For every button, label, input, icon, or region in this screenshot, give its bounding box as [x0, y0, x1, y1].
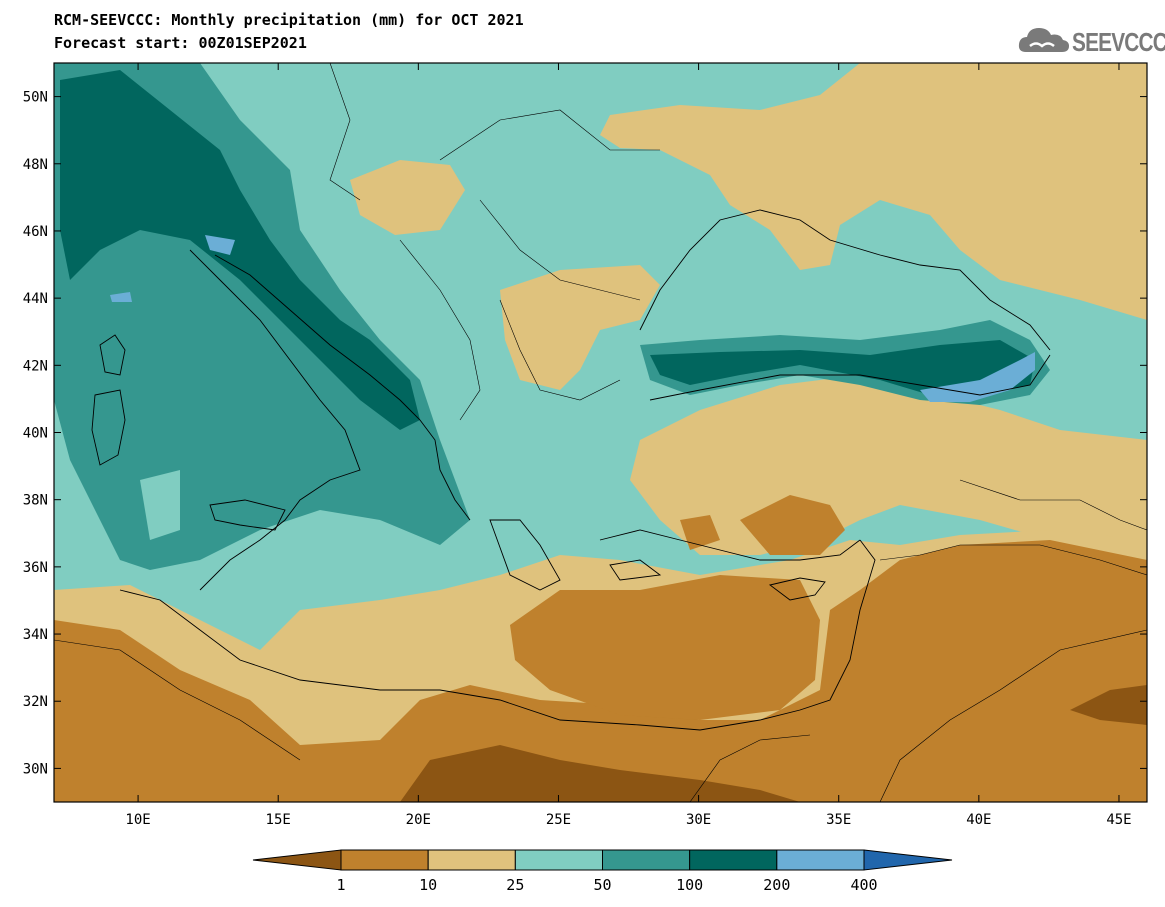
- field-10-25-balkans: [500, 265, 660, 390]
- colorbar-label: 100: [676, 876, 703, 894]
- colorbar-label: 1: [336, 876, 345, 894]
- field-10-25-hungary: [350, 160, 465, 235]
- lat-tick-label: 38N: [23, 493, 48, 509]
- field-200-400-croatia: [205, 235, 235, 255]
- precipitation-field: [54, 63, 1147, 802]
- lat-tick-label: 48N: [23, 157, 48, 173]
- colorbar-box: [689, 849, 778, 871]
- lat-tick-label: 32N: [23, 694, 48, 710]
- colorbar-label: 200: [763, 876, 790, 894]
- logo-text: SEEVCCC: [1072, 27, 1165, 57]
- forecast-start: Forecast start: 00Z01SEP2021: [54, 34, 307, 52]
- colorbar: 1 10 25 50 100 200 400: [252, 849, 953, 894]
- lon-tick-label: 45E: [1106, 812, 1131, 828]
- lat-tick-label: 42N: [23, 358, 48, 374]
- colorbar-label: 10: [419, 876, 437, 894]
- lon-tick-label: 35E: [826, 812, 851, 828]
- cloud-icon: [1018, 28, 1069, 52]
- lat-tick-label: 30N: [23, 761, 48, 777]
- colorbar-box: [514, 849, 603, 871]
- field-100-200-blacksea: [650, 340, 1035, 395]
- field-1-10-taurus: [740, 495, 845, 555]
- field-200-400-italy: [110, 292, 132, 302]
- colorbar-box: [776, 849, 865, 871]
- field-25-50-tyrrhenian: [140, 470, 180, 540]
- seevccc-logo: SEEVCCC: [1016, 24, 1165, 58]
- colorbar-box: [340, 849, 429, 871]
- lon-tick-label: 25E: [546, 812, 571, 828]
- lat-tick-label: 46N: [23, 224, 48, 240]
- lat-tick-label: 40N: [23, 426, 48, 442]
- lon-tick-label: 20E: [406, 812, 431, 828]
- lat-tick-label: 50N: [23, 90, 48, 106]
- coastlines: [91, 209, 1051, 731]
- lon-tick-label: 40E: [966, 812, 991, 828]
- lat-ticks: 50N 48N 46N 44N 42N 40N 38N 36N 34N 32N 30N: [23, 90, 1147, 777]
- chart-title: RCM-SEEVCCC: Monthly precipitation (mm) …: [54, 11, 524, 29]
- field-10-25-ukraine: [600, 63, 1147, 320]
- field-1-10-south: [54, 540, 1147, 802]
- country-borders: [54, 63, 1147, 802]
- lon-ticks: 10E 15E 20E 25E 30E 35E 40E 45E: [125, 63, 1132, 828]
- lat-tick-label: 36N: [23, 560, 48, 576]
- lat-tick-label: 34N: [23, 627, 48, 643]
- colorbar-box: [427, 849, 516, 871]
- colorbar-box: [602, 849, 691, 871]
- lon-tick-label: 15E: [266, 812, 291, 828]
- colorbar-arrow-high: [863, 849, 953, 871]
- colorbar-arrow-low: [252, 849, 342, 871]
- colorbar-label: 25: [506, 876, 524, 894]
- field-100-200-adriatic: [60, 70, 420, 430]
- field-1-10-levant-sea: [510, 575, 820, 720]
- lon-tick-label: 10E: [125, 812, 150, 828]
- lon-tick-label: 30E: [686, 812, 711, 828]
- lat-tick-label: 44N: [23, 291, 48, 307]
- field-1-10-spot: [680, 515, 720, 550]
- field-10-25-anatolia: [630, 375, 1147, 555]
- colorbar-label: 50: [593, 876, 611, 894]
- field-lt1-iraq: [1070, 685, 1147, 725]
- colorbar-label: 400: [850, 876, 877, 894]
